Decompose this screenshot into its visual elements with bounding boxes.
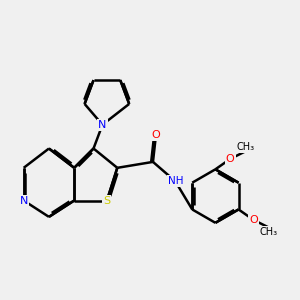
Text: NH: NH (167, 176, 183, 186)
Text: O: O (226, 154, 235, 164)
Text: N: N (20, 196, 28, 206)
Text: O: O (152, 130, 160, 140)
Text: N: N (98, 120, 106, 130)
Text: CH₃: CH₃ (236, 142, 254, 152)
Text: CH₃: CH₃ (259, 227, 277, 237)
Text: S: S (103, 196, 110, 206)
Text: O: O (249, 215, 258, 225)
